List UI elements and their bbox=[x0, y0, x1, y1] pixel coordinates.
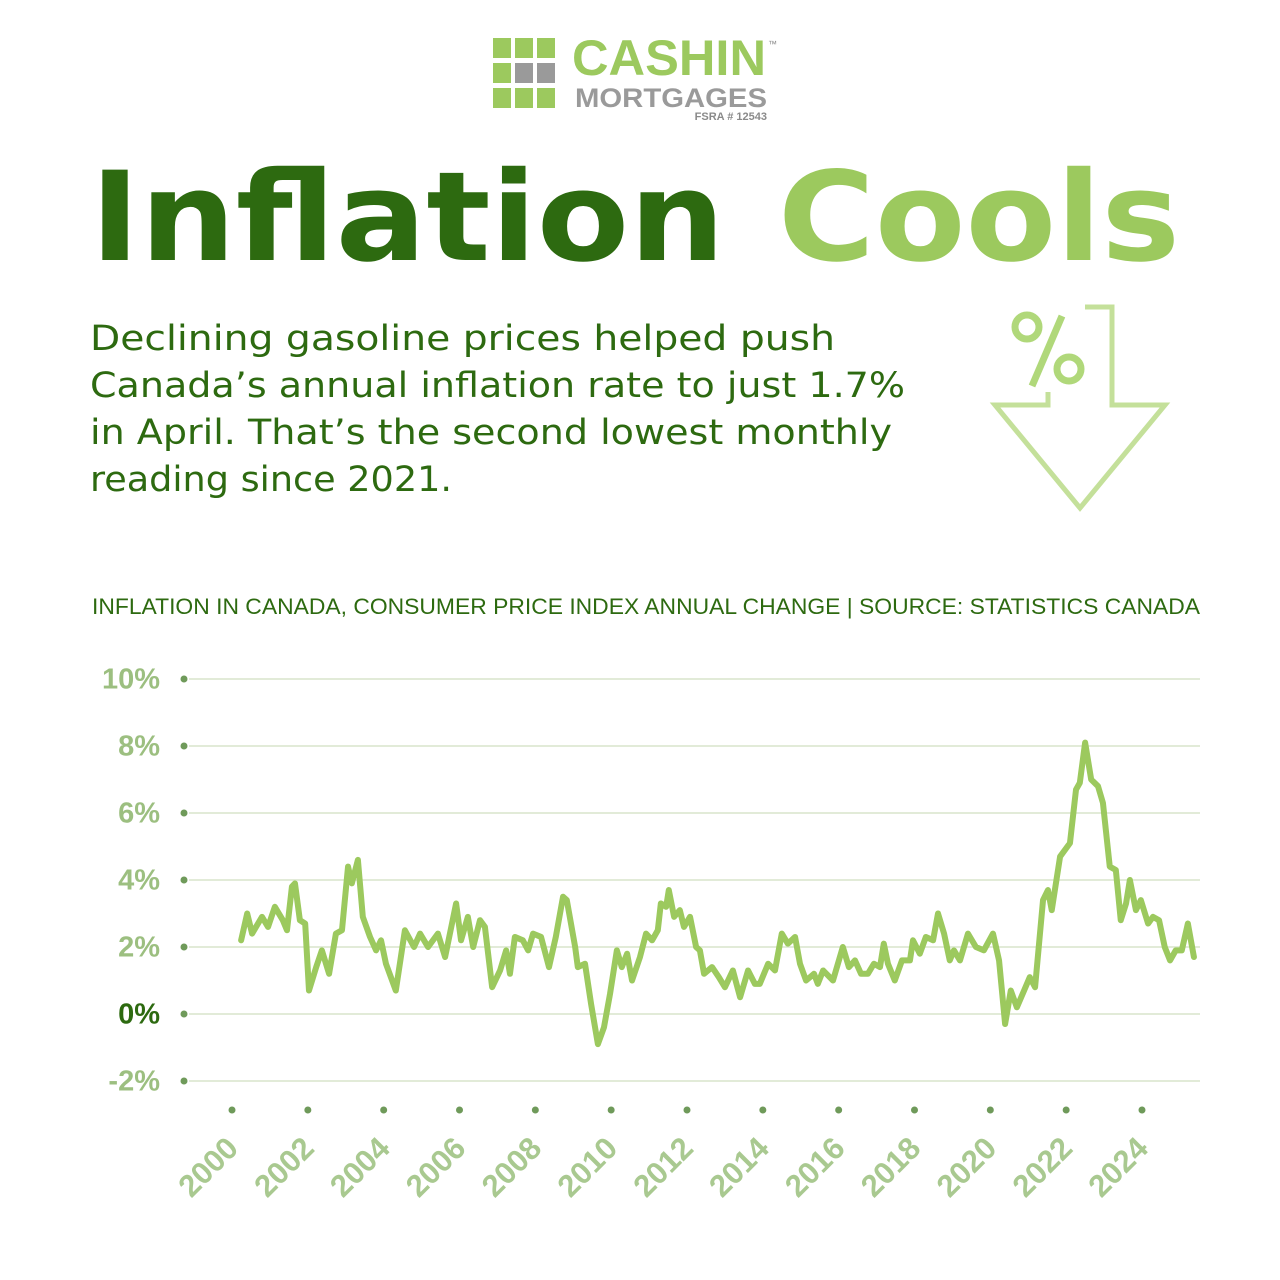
y-tick-mark bbox=[180, 809, 188, 817]
logo-tm: ™ bbox=[768, 39, 777, 49]
chart-title: INFLATION IN CANADA, CONSUMER PRICE INDE… bbox=[92, 594, 1200, 619]
x-tick-label: 2006 bbox=[399, 1130, 473, 1204]
y-tick-mark bbox=[180, 1077, 188, 1085]
x-tick-mark bbox=[986, 1106, 994, 1114]
description-line: in April. That’s the second lowest month… bbox=[90, 413, 892, 453]
description-line: Canada’s annual inflation rate to just 1… bbox=[90, 366, 905, 406]
x-tick-label: 2022 bbox=[1006, 1130, 1080, 1204]
x-tick-label: 2002 bbox=[247, 1130, 321, 1204]
logo-mark bbox=[493, 38, 555, 108]
logo-sub: MORTGAGES bbox=[575, 83, 767, 113]
x-tick-label: 2012 bbox=[626, 1130, 700, 1204]
y-tick-label: 0% bbox=[118, 999, 160, 1031]
y-tick-label: 2% bbox=[118, 932, 160, 964]
x-tick-label: 2010 bbox=[551, 1130, 625, 1204]
y-tick-label: 8% bbox=[118, 731, 160, 763]
headline-word: Cools bbox=[778, 146, 1180, 290]
x-tick-mark bbox=[835, 1106, 843, 1114]
x-tick-mark bbox=[910, 1106, 918, 1114]
x-tick-mark bbox=[456, 1106, 464, 1114]
x-tick-mark bbox=[304, 1106, 312, 1114]
x-tick-mark bbox=[228, 1106, 236, 1114]
data-line bbox=[238, 739, 1197, 1048]
y-tick-label: 4% bbox=[118, 865, 160, 897]
x-tick-mark bbox=[531, 1106, 539, 1114]
percent-arrow-icon bbox=[989, 304, 1171, 512]
logo-name: CASHIN bbox=[572, 30, 766, 86]
x-tick-mark bbox=[1138, 1106, 1146, 1114]
x-tick-mark bbox=[1062, 1106, 1070, 1114]
x-tick-label: 2004 bbox=[323, 1130, 397, 1204]
x-tick-mark bbox=[607, 1106, 615, 1114]
description-line: reading since 2021. bbox=[90, 460, 452, 500]
y-tick-mark bbox=[180, 742, 188, 750]
plot: -2% 0% 2% 4% 6% 8% 10% 2000 2002 2004 2006 2008 2010… bbox=[102, 664, 1200, 1204]
x-tick-label: 2018 bbox=[854, 1130, 928, 1204]
x-tick-label: 2020 bbox=[930, 1130, 1004, 1204]
x-tick-label: 2016 bbox=[778, 1130, 852, 1204]
x-tick-mark bbox=[759, 1106, 767, 1114]
y-tick-mark bbox=[180, 876, 188, 884]
y-tick-label: 6% bbox=[118, 798, 160, 830]
x-tick-mark bbox=[683, 1106, 691, 1114]
description-line: Declining gasoline prices helped push bbox=[90, 319, 835, 359]
y-tick-mark bbox=[180, 1010, 188, 1018]
x-tick-label: 2024 bbox=[1081, 1130, 1155, 1204]
y-tick-mark bbox=[180, 675, 188, 683]
y-tick-label: -2% bbox=[108, 1066, 160, 1098]
headline-word: Inflation bbox=[90, 146, 725, 290]
y-tick-label: 10% bbox=[102, 664, 160, 696]
x-tick-label: 2014 bbox=[702, 1130, 776, 1204]
x-tick-label: 2008 bbox=[475, 1130, 549, 1204]
x-tick-mark bbox=[380, 1106, 388, 1114]
y-tick-mark bbox=[180, 943, 188, 951]
x-tick-label: 2000 bbox=[171, 1130, 245, 1204]
logo-license: FSRA # 12543 bbox=[695, 111, 767, 123]
